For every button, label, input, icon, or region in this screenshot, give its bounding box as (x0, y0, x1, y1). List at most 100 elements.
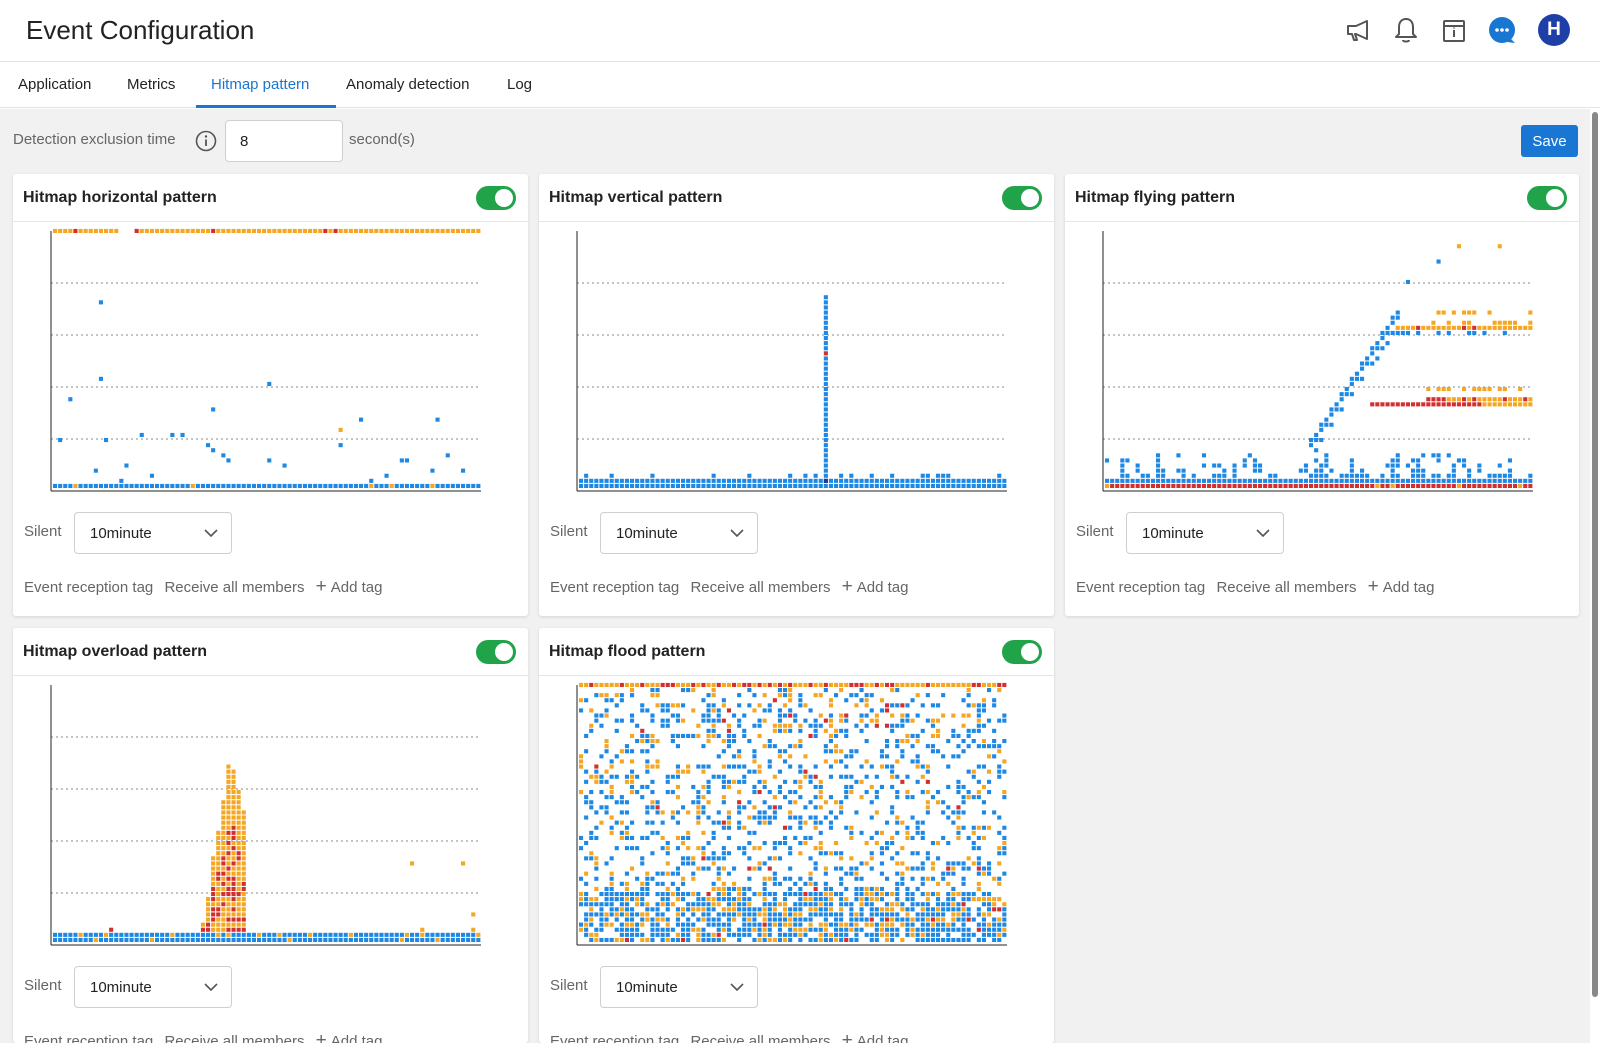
hitmap-cell (241, 881, 246, 886)
hitmap-cell (890, 841, 895, 846)
hitmap-cell (879, 912, 884, 917)
hitmap-cell (604, 912, 609, 917)
card-title: Hitmap vertical pattern (549, 189, 723, 206)
hitmap-cell (584, 795, 589, 800)
hitmap-cell (834, 815, 839, 820)
hitmap-cell (930, 937, 935, 942)
hitmap-cell (752, 815, 757, 820)
tab-metrics[interactable]: Metrics (127, 76, 176, 93)
save-button[interactable]: Save (1521, 125, 1578, 157)
enable-toggle[interactable] (476, 640, 516, 664)
megaphone-icon[interactable] (1342, 14, 1374, 46)
hitmap-cell (1446, 387, 1451, 392)
hitmap-cell (992, 932, 997, 937)
active-tab-indicator (196, 105, 336, 108)
hitmap-cell (399, 483, 404, 488)
hitmap-cell (231, 912, 236, 917)
tab-anomaly-detection[interactable]: Anomaly detection (346, 76, 470, 93)
hitmap-cell (895, 871, 900, 876)
reception-tag-label: Event reception tag (24, 579, 154, 596)
hitmap-cell (706, 708, 711, 713)
hitmap-cell (318, 228, 323, 233)
hitmap-cell (83, 937, 88, 942)
hitmap-cell (190, 932, 195, 937)
avatar[interactable]: H (1538, 14, 1570, 46)
hitmap-cell (925, 478, 930, 483)
hitmap-cell (869, 682, 874, 687)
hitmap-cell (650, 917, 655, 922)
hitmap-cell (946, 892, 951, 897)
hitmap-cell (1349, 392, 1354, 397)
hitmap-cell (701, 856, 706, 861)
add-tag-button[interactable]: + Add tag (842, 576, 916, 597)
hitmap-cell (267, 228, 272, 233)
hitmap-cell (640, 937, 645, 942)
hitmap-cell (1390, 478, 1395, 483)
silent-select[interactable]: 10minute (600, 512, 758, 554)
enable-toggle[interactable] (1002, 640, 1042, 664)
hitmap-cell (241, 871, 246, 876)
silent-select[interactable]: 10minute (600, 966, 758, 1008)
add-tag-button[interactable]: + Add tag (316, 1030, 390, 1043)
hitmap-cell (589, 856, 594, 861)
silent-select[interactable]: 10minute (1126, 512, 1284, 554)
add-tag-button[interactable]: + Add tag (316, 576, 390, 597)
hitmap-cell (599, 912, 604, 917)
enable-toggle[interactable] (1002, 186, 1042, 210)
hitmap-cell (828, 698, 833, 703)
info-icon[interactable] (195, 130, 217, 152)
hitmap-cell (823, 392, 828, 397)
hitmap-cell (992, 478, 997, 483)
enable-toggle[interactable] (1527, 186, 1567, 210)
bell-icon[interactable] (1390, 14, 1422, 46)
hitmap-cell (828, 733, 833, 738)
add-tag-label: Add tag (330, 579, 383, 596)
hitmap-cell (1370, 402, 1375, 407)
hitmap-cell (1314, 458, 1319, 463)
hitmap-cell (966, 912, 971, 917)
enable-toggle[interactable] (476, 186, 516, 210)
hitmap-cell (430, 228, 435, 233)
tab-application[interactable]: Application (18, 76, 92, 93)
hitmap-cell (721, 851, 726, 856)
silent-select[interactable]: 10minute (74, 966, 232, 1008)
hitmap-cell (869, 483, 874, 488)
hitmap-cell (798, 723, 803, 728)
hitmap-cell (951, 871, 956, 876)
tab-hitmap-pattern[interactable]: Hitmap pattern (211, 76, 310, 93)
hitmap-cell (910, 897, 915, 902)
hitmap-cell (604, 682, 609, 687)
hitmap-cell (864, 759, 869, 764)
hitmap-cell (788, 800, 793, 805)
hitmap-cell (1002, 851, 1007, 856)
hitmap-cell (1344, 387, 1349, 392)
hitmap-cell (721, 718, 726, 723)
hitmap-cell (976, 825, 981, 830)
hitmap-cell (742, 892, 747, 897)
hitmap-cell (976, 483, 981, 488)
hitmap-cell (1130, 478, 1135, 483)
exclusion-time-input[interactable] (225, 120, 343, 162)
hitmap-cell (650, 927, 655, 932)
hitmap-cell (742, 902, 747, 907)
hitmap-cell (772, 723, 777, 728)
tab-log[interactable]: Log (507, 76, 533, 93)
hitmap-cell (1472, 325, 1477, 330)
hitmap-cell (650, 483, 655, 488)
chat-icon[interactable] (1486, 14, 1518, 46)
hitmap-cell (119, 937, 124, 942)
hitmap-cell (1507, 402, 1512, 407)
add-tag-button[interactable]: + Add tag (842, 1030, 916, 1043)
hitmap-cell (1482, 387, 1487, 392)
hitmap-cell (981, 912, 986, 917)
add-tag-button[interactable]: + Add tag (1368, 576, 1442, 597)
scrollbar[interactable] (1592, 112, 1598, 997)
hitmap-cell (981, 810, 986, 815)
silent-select[interactable]: 10minute (74, 512, 232, 554)
calendar-icon[interactable] (1438, 14, 1470, 46)
hitmap-cell (58, 438, 63, 443)
hitmap-cell (379, 483, 384, 488)
hitmap-cell (966, 733, 971, 738)
hitmap-cell (681, 861, 686, 866)
hitmap-cell (726, 682, 731, 687)
